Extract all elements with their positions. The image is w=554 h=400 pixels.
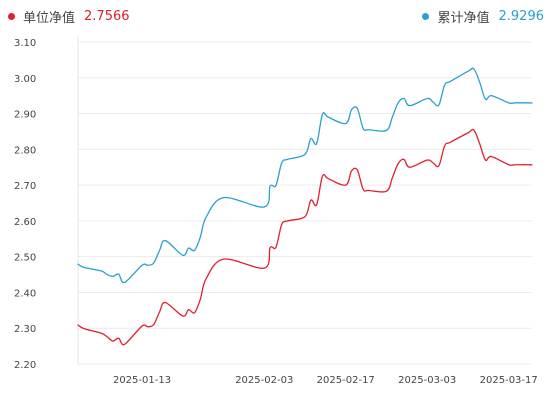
y-tick-label: 2.80 [14, 145, 36, 156]
series-line-acc-nav [77, 67, 533, 284]
legend-acc-nav-value: 2.9296 [498, 8, 545, 24]
legend-unit-nav-marker [8, 12, 15, 20]
x-tick-label: 2025-02-03 [235, 375, 293, 386]
legend-acc-nav[interactable]: 累计净值 2.9296 [422, 6, 544, 26]
series-line-unit-nav [77, 128, 533, 346]
legend-unit-nav-label: 单位净值 [23, 10, 76, 26]
y-tick-label: 3.00 [14, 74, 36, 85]
y-tick-label: 2.90 [14, 110, 36, 121]
y-tick-label: 2.30 [14, 324, 36, 335]
x-tick-label: 2025-03-17 [480, 375, 538, 386]
y-tick-label: 3.10 [14, 38, 36, 49]
x-tick-label: 2025-02-17 [317, 375, 375, 386]
legend-acc-nav-marker [422, 12, 430, 20]
legend-unit-nav-value: 2.7566 [84, 8, 130, 24]
y-tick-label: 2.70 [14, 181, 36, 192]
x-tick-label: 2025-01-13 [113, 375, 171, 386]
legend-acc-nav-label: 累计净值 [437, 10, 490, 26]
y-tick-label: 2.60 [14, 217, 36, 228]
x-tick-label: 2025-03-03 [398, 375, 456, 386]
legend-unit-nav[interactable]: 单位净值 2.7566 [8, 6, 130, 26]
y-tick-label: 2.20 [14, 360, 36, 371]
y-tick-label: 2.50 [14, 253, 36, 264]
y-tick-label: 2.40 [14, 288, 36, 299]
